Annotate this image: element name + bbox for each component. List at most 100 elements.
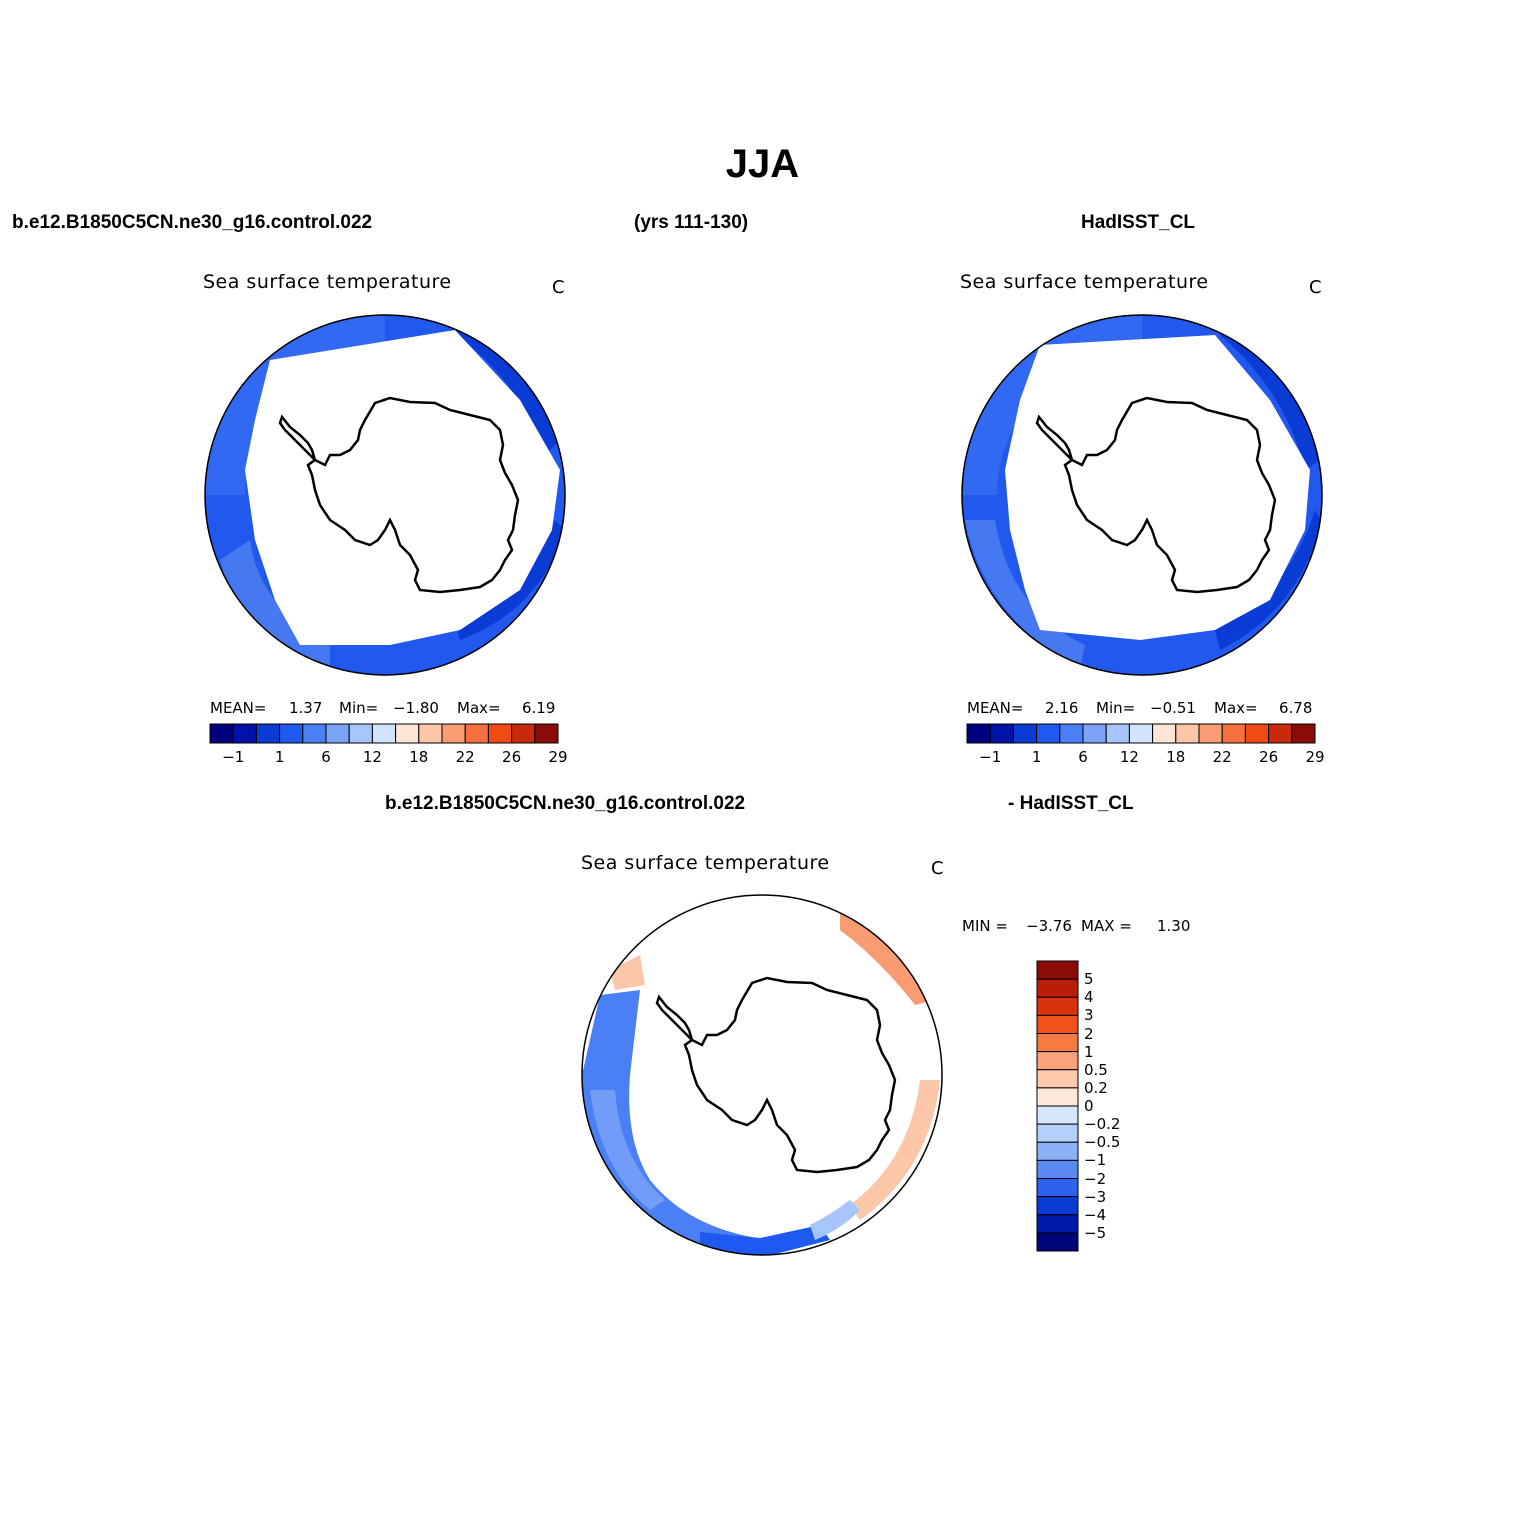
case-name-header: b.e12.B1850C5CN.ne30_g16.control.022 xyxy=(12,212,373,233)
colorbar-box xyxy=(1036,723,1061,744)
obs-tick-label: 12 xyxy=(1119,748,1139,766)
diff-colorbar-box xyxy=(1036,1178,1079,1198)
model-tick-label: 6 xyxy=(321,748,331,766)
diff-colorbar xyxy=(1036,960,1079,1252)
diff-tick-label: −0.5 xyxy=(1084,1133,1121,1152)
colorbar-box xyxy=(1291,723,1316,744)
diff-colorbar-box xyxy=(1036,1087,1079,1107)
obs-tick-label: 22 xyxy=(1212,748,1232,766)
diff-sst-map xyxy=(581,894,943,1256)
diff-tick-label: −5 xyxy=(1084,1223,1107,1242)
model-tick-label: 12 xyxy=(362,748,382,766)
colorbar-box xyxy=(255,723,281,744)
obs-min-label: Min= xyxy=(1096,699,1136,717)
model-panel-title: Sea surface temperature xyxy=(203,271,452,293)
diff-tick-label: 1 xyxy=(1084,1042,1094,1061)
diff-colorbar-box xyxy=(1036,996,1079,1016)
colorbar-box xyxy=(511,723,536,744)
model-max-label: Max= xyxy=(457,699,501,717)
page-title: JJA xyxy=(725,142,800,186)
colorbar-box xyxy=(1059,723,1084,744)
colorbar-box xyxy=(209,723,234,744)
diff-max-value: 1.30 xyxy=(1157,917,1191,935)
diff-min-value: −3.76 xyxy=(1026,917,1072,935)
diff-tick-label: 3 xyxy=(1084,1006,1094,1025)
colorbar-box xyxy=(1268,723,1293,744)
diff-tick-label: 4 xyxy=(1084,988,1094,1007)
colorbar-box xyxy=(325,723,350,744)
obs-tick-label: 18 xyxy=(1166,748,1186,766)
model-tick-label: 18 xyxy=(409,748,429,766)
colorbar-box xyxy=(232,723,257,744)
obs-max-value: 6.78 xyxy=(1279,699,1313,717)
colorbar-box xyxy=(348,723,373,744)
colorbar-box xyxy=(418,723,443,744)
obs-name-header: HadISST_CL xyxy=(1081,212,1196,233)
colorbar-box xyxy=(1221,723,1246,744)
colorbar-box xyxy=(1198,723,1223,744)
colorbar-box xyxy=(302,723,327,744)
model-tick-label: 22 xyxy=(455,748,475,766)
obs-tick-label: 6 xyxy=(1078,748,1088,766)
model-max-value: 6.19 xyxy=(522,699,556,717)
colorbar-box xyxy=(464,723,489,744)
diff-tick-label: 5 xyxy=(1084,970,1094,989)
model-mean-value: 1.37 xyxy=(289,699,323,717)
obs-colorbar xyxy=(966,723,1316,744)
obs-panel-units: C xyxy=(1309,277,1322,298)
obs-tick-label: −1 xyxy=(979,748,1002,766)
diff-colorbar-box xyxy=(1036,1051,1079,1071)
obs-tick-label: 1 xyxy=(1031,748,1042,766)
diff-colorbar-box xyxy=(1036,1105,1079,1125)
diff-colorbar-box xyxy=(1036,1014,1079,1034)
model-tick-label: 26 xyxy=(502,748,522,766)
diff-colorbar-box xyxy=(1036,1214,1079,1234)
obs-tick-label: 29 xyxy=(1305,748,1325,766)
colorbar-box xyxy=(395,723,420,744)
model-min-value: −1.80 xyxy=(393,699,439,717)
diff-tick-label: −2 xyxy=(1084,1169,1107,1188)
obs-min-value: −0.51 xyxy=(1150,699,1196,717)
diff-tick-label: −3 xyxy=(1084,1187,1107,1206)
colorbar-box xyxy=(1175,723,1200,744)
diff-panel-units: C xyxy=(931,858,944,879)
diff-tick-label: −1 xyxy=(1084,1151,1107,1170)
model-colorbar xyxy=(209,723,559,744)
diff-colorbar-box xyxy=(1036,1069,1079,1089)
diff-colorbar-box xyxy=(1036,1196,1079,1216)
diff-colorbar-box xyxy=(1036,1159,1079,1179)
colorbar-box xyxy=(1152,723,1177,744)
colorbar-box xyxy=(487,723,513,744)
model-tick-label: 29 xyxy=(548,748,568,766)
diff-colorbar-box xyxy=(1036,1232,1079,1252)
years-header: (yrs 111-130) xyxy=(634,212,749,233)
colorbar-box xyxy=(441,723,466,744)
diff-tick-label: 2 xyxy=(1084,1024,1094,1043)
diff-tick-label: 0.5 xyxy=(1084,1060,1108,1079)
colorbar-box xyxy=(966,723,991,744)
model-tick-label: −1 xyxy=(222,748,245,766)
diff-tick-label: −4 xyxy=(1084,1205,1107,1224)
diff-obs-header: - HadISST_CL xyxy=(1008,793,1134,814)
diff-min-label: MIN = xyxy=(962,917,1008,935)
diff-colorbar-box xyxy=(1036,1123,1079,1143)
diff-colorbar-box xyxy=(1036,1141,1079,1161)
diff-tick-label: 0.2 xyxy=(1084,1078,1108,1097)
diff-max-label: MAX = xyxy=(1081,917,1132,935)
obs-max-label: Max= xyxy=(1214,699,1258,717)
diff-colorbar-box xyxy=(1036,1033,1079,1053)
colorbar-box xyxy=(534,723,559,744)
model-mean-label: MEAN= xyxy=(210,699,267,717)
colorbar-box xyxy=(1244,723,1270,744)
diff-colorbar-box xyxy=(1036,960,1079,980)
diff-colorbar-box xyxy=(1036,978,1079,998)
model-sst-map xyxy=(204,314,566,676)
obs-sst-map xyxy=(961,314,1323,676)
diff-tick-label: −0.2 xyxy=(1084,1115,1121,1134)
diff-case-header: b.e12.B1850C5CN.ne30_g16.control.022 xyxy=(385,793,746,814)
colorbar-box xyxy=(1105,723,1130,744)
model-min-label: Min= xyxy=(339,699,379,717)
colorbar-box xyxy=(1128,723,1154,744)
colorbar-box xyxy=(279,723,304,744)
